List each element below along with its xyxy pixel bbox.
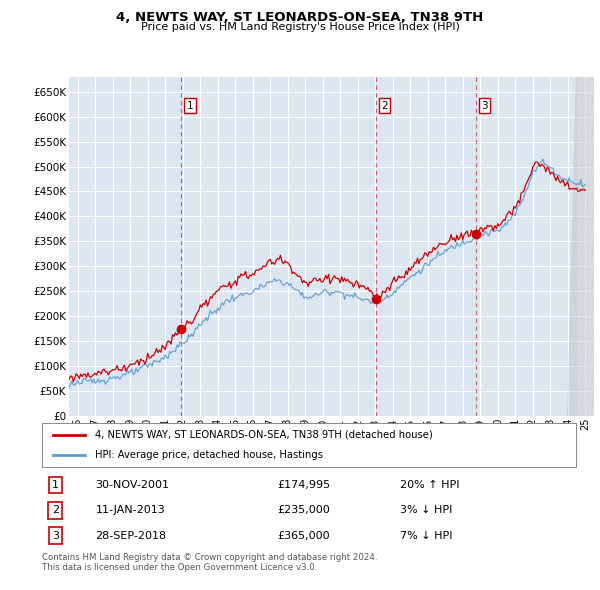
Text: 4, NEWTS WAY, ST LEONARDS-ON-SEA, TN38 9TH: 4, NEWTS WAY, ST LEONARDS-ON-SEA, TN38 9…	[116, 11, 484, 24]
Text: Price paid vs. HM Land Registry's House Price Index (HPI): Price paid vs. HM Land Registry's House …	[140, 22, 460, 32]
Text: 20% ↑ HPI: 20% ↑ HPI	[400, 480, 459, 490]
Text: 3: 3	[481, 100, 488, 110]
Text: 2: 2	[381, 100, 388, 110]
Text: 2: 2	[52, 506, 59, 515]
Text: 1: 1	[52, 480, 59, 490]
Text: 3: 3	[52, 530, 59, 540]
Text: 28-SEP-2018: 28-SEP-2018	[95, 530, 167, 540]
Text: Contains HM Land Registry data © Crown copyright and database right 2024.: Contains HM Land Registry data © Crown c…	[42, 553, 377, 562]
Text: HPI: Average price, detached house, Hastings: HPI: Average price, detached house, Hast…	[95, 450, 323, 460]
Text: £235,000: £235,000	[277, 506, 330, 515]
Text: 3% ↓ HPI: 3% ↓ HPI	[400, 506, 452, 515]
Text: 4, NEWTS WAY, ST LEONARDS-ON-SEA, TN38 9TH (detached house): 4, NEWTS WAY, ST LEONARDS-ON-SEA, TN38 9…	[95, 430, 433, 440]
Text: £174,995: £174,995	[277, 480, 330, 490]
Text: 1: 1	[187, 100, 193, 110]
Text: This data is licensed under the Open Government Licence v3.0.: This data is licensed under the Open Gov…	[42, 563, 317, 572]
Text: £365,000: £365,000	[277, 530, 329, 540]
Text: 7% ↓ HPI: 7% ↓ HPI	[400, 530, 452, 540]
Text: 11-JAN-2013: 11-JAN-2013	[95, 506, 165, 515]
Text: 30-NOV-2001: 30-NOV-2001	[95, 480, 169, 490]
